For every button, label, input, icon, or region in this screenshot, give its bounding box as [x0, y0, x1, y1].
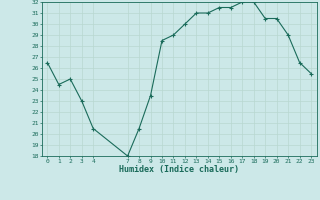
X-axis label: Humidex (Indice chaleur): Humidex (Indice chaleur) — [119, 165, 239, 174]
